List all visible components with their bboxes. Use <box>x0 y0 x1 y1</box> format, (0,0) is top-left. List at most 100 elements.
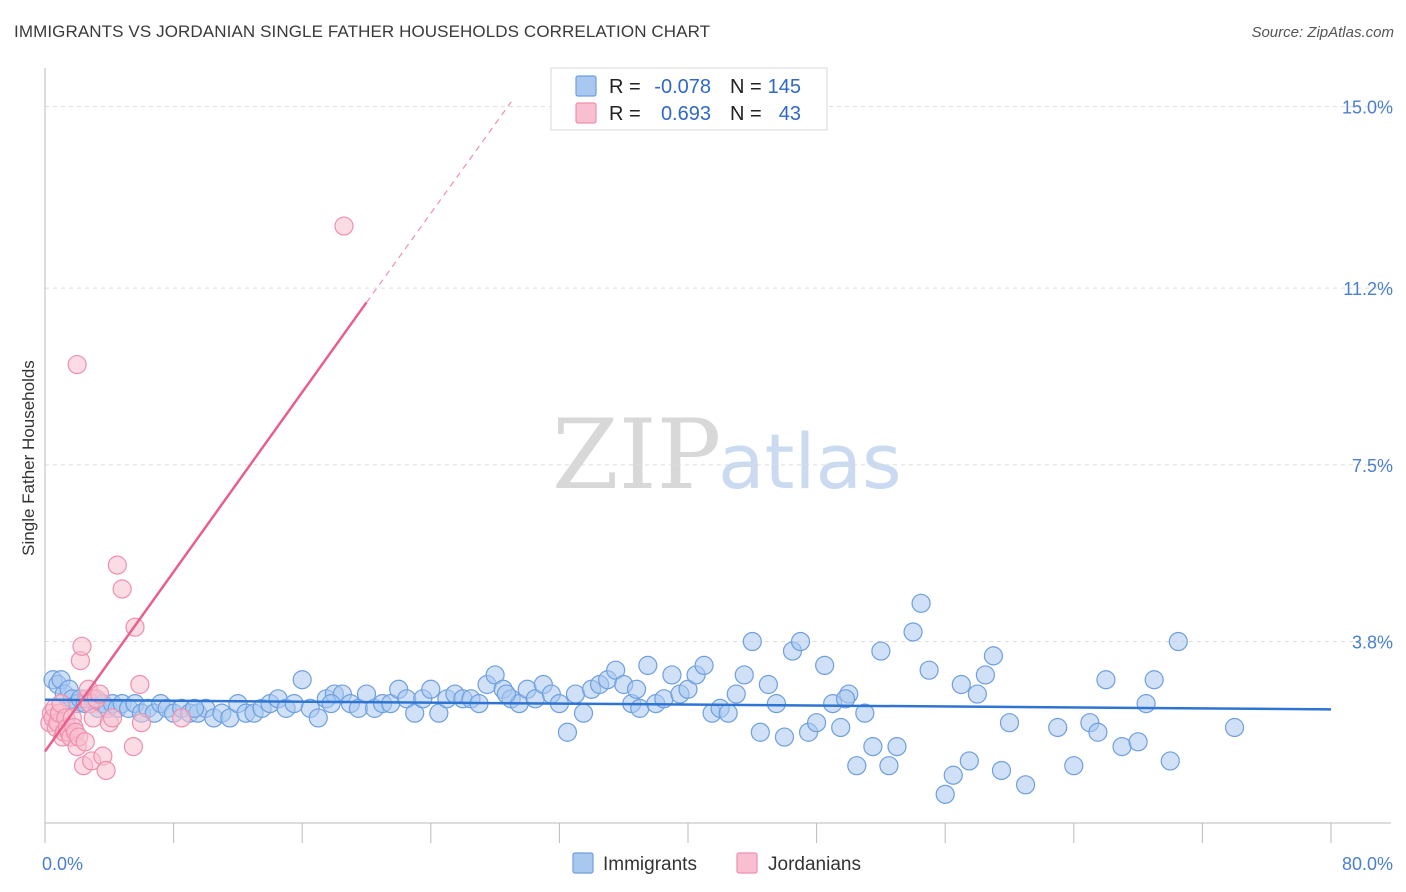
immigrants-point-112 <box>871 641 891 661</box>
legend-jordanians-swatch <box>575 102 597 124</box>
bottom-legend-jordanians-swatch <box>736 852 758 874</box>
immigrants-point-39 <box>284 694 304 714</box>
immigrants-point-114 <box>887 736 907 757</box>
immigrants-point-137 <box>1160 751 1180 771</box>
immigrants-point-79 <box>606 660 626 680</box>
immigrants-point-140 <box>835 689 856 709</box>
immigrants-point-131 <box>1088 722 1108 742</box>
immigrants-point-139 <box>1224 717 1245 738</box>
immigrants-point-95 <box>734 665 754 685</box>
correlation-legend: R = -0.078 N = 145 R = 0.693 N = 43 <box>550 67 828 131</box>
immigrants-point-111 <box>863 736 883 757</box>
immigrants-point-105 <box>815 655 835 676</box>
immigrants-point-40 <box>292 670 312 690</box>
legend-box <box>550 67 828 131</box>
immigrants-point-142 <box>626 679 647 699</box>
immigrants-point-73 <box>557 722 578 742</box>
y-tick-label-0: 3.8% <box>1352 633 1393 653</box>
x-tick-label-1: 80.0% <box>1342 854 1393 874</box>
y-tick-label-3: 15.0% <box>1342 98 1393 118</box>
immigrants-point-104 <box>806 713 827 733</box>
watermark-zip: ZIP <box>552 399 721 511</box>
jordanians-point-40 <box>67 354 87 375</box>
immigrants-point-132 <box>1096 670 1116 690</box>
bottom-legend-immigrants-label: Immigrants <box>603 854 697 875</box>
jordanians-trend-line <box>43 301 368 753</box>
immigrants-point-56 <box>421 679 441 699</box>
x-tick-labels: 0.0% 80.0% <box>42 854 1393 874</box>
immigrants-point-118 <box>935 784 955 804</box>
immigrants-point-107 <box>831 717 851 738</box>
immigrants-point-120 <box>951 674 971 695</box>
immigrants-point-135 <box>1136 694 1156 714</box>
bottom-legend-immigrants-swatch <box>572 852 594 874</box>
immigrants-point-93 <box>718 703 738 723</box>
immigrants-point-144 <box>184 698 205 718</box>
immigrants-point-128 <box>1048 717 1068 738</box>
immigrants-point-116 <box>911 593 931 613</box>
immigrants-point-94 <box>726 684 746 704</box>
legend-immigrants-r-value: -0.078 <box>654 76 711 98</box>
source-label: Source: ZipAtlas.com <box>1251 24 1394 41</box>
jordanians-point-31 <box>96 760 116 781</box>
immigrants-point-123 <box>975 665 995 685</box>
jordanians-point-35 <box>112 579 132 599</box>
immigrants-point-98 <box>758 674 778 695</box>
chart-title: IMMIGRANTS VS JORDANIAN SINGLE FATHER HO… <box>14 22 711 41</box>
y-tick-label-1: 7.5% <box>1352 456 1393 476</box>
jordanians-point-20 <box>72 636 92 656</box>
jordanians-point-33 <box>102 708 123 728</box>
jordanians-point-27 <box>83 708 103 728</box>
legend-jordanians-n-label: N = <box>730 103 762 125</box>
y-axis-label: Single Father Households <box>19 360 38 556</box>
immigrants-point-109 <box>847 756 867 776</box>
immigrants-point-136 <box>1144 670 1164 690</box>
immigrants-trend-line <box>44 698 1332 711</box>
immigrants-point-90 <box>694 655 714 676</box>
immigrants-point-115 <box>903 622 923 642</box>
immigrants-point-97 <box>750 722 770 742</box>
series-jordanians <box>40 216 354 781</box>
immigrants-point-88 <box>678 679 698 699</box>
series-immigrants <box>43 593 1245 804</box>
immigrants-point-133 <box>1112 736 1132 757</box>
immigrants-point-96 <box>742 631 762 652</box>
gridlines <box>45 106 1391 643</box>
immigrants-point-125 <box>991 760 1012 781</box>
immigrants-point-75 <box>573 703 594 723</box>
legend-jordanians-r-value: 0.693 <box>661 103 711 125</box>
immigrants-point-42 <box>308 708 328 728</box>
immigrants-point-134 <box>1128 732 1148 752</box>
watermark-atlas: atlas <box>718 417 902 506</box>
jordanians-point-36 <box>123 736 144 757</box>
legend-immigrants-r-label: R = <box>609 76 641 98</box>
immigrants-point-113 <box>879 756 899 776</box>
jordanians-trend-extension <box>366 101 512 303</box>
legend-immigrants-swatch <box>575 75 597 97</box>
axes <box>44 68 1391 843</box>
immigrants-point-138 <box>1168 631 1188 652</box>
legend-immigrants-n-label: N = <box>730 76 762 98</box>
immigrants-point-121 <box>959 751 979 771</box>
immigrants-point-57 <box>429 703 449 723</box>
jordanians-point-34 <box>107 555 127 575</box>
immigrants-point-83 <box>638 655 658 676</box>
immigrants-point-74 <box>565 684 586 704</box>
immigrants-point-64 <box>485 665 505 685</box>
jordanians-point-38 <box>130 674 150 695</box>
trend-lines <box>43 101 1332 753</box>
immigrants-point-86 <box>662 665 682 685</box>
immigrants-point-99 <box>766 694 787 714</box>
immigrants-point-129 <box>1064 756 1084 776</box>
immigrants-point-117 <box>919 660 939 680</box>
y-tick-labels: 3.8% 7.5% 11.2% 15.0% <box>1342 98 1393 653</box>
series-legend: Immigrants Jordanians <box>572 852 861 875</box>
immigrants-point-122 <box>967 684 987 704</box>
immigrants-point-126 <box>999 713 1020 733</box>
immigrants-point-127 <box>1015 775 1036 795</box>
immigrants-point-143 <box>321 694 341 714</box>
jordanians-point-22 <box>75 732 95 752</box>
jordanians-point-42 <box>172 708 192 728</box>
immigrants-point-124 <box>983 646 1004 666</box>
